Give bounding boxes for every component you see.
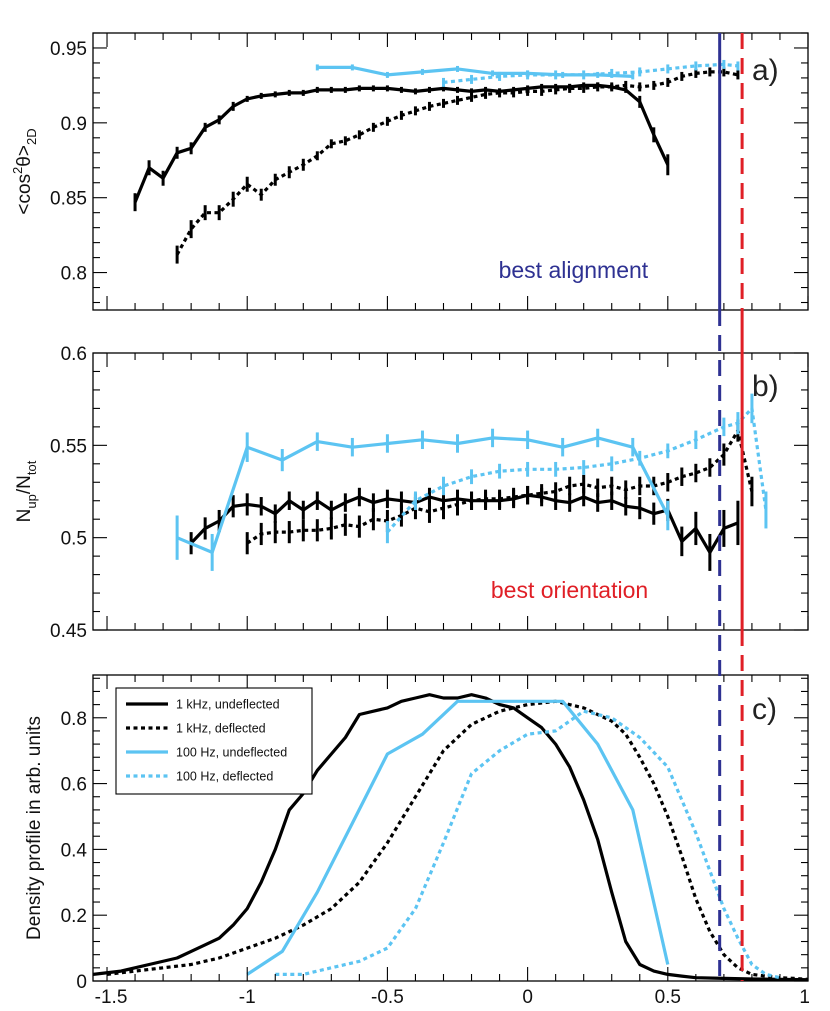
plot-area-3 xyxy=(93,693,808,981)
y-axis-label-mid: /N xyxy=(14,475,35,494)
y-tick-label: 0.55 xyxy=(50,436,87,457)
axes-frame-1 xyxy=(92,32,809,311)
plot-area-2 xyxy=(175,393,768,571)
y-axis-label-sub2: tot xyxy=(24,460,39,475)
y-axis-label-sub: up xyxy=(24,494,39,508)
legend-entry-1: 1 kHz, undeflected xyxy=(176,698,280,712)
series-1-4 xyxy=(443,62,739,84)
y-tick-label: 0.8 xyxy=(61,709,87,730)
frame-layer xyxy=(92,32,809,982)
x-tick-label: 0 xyxy=(522,987,533,1008)
data-layer xyxy=(93,59,808,981)
y-tick-label: 0.8 xyxy=(61,264,87,285)
annotation-2: best orientation xyxy=(491,577,648,603)
x-tick-label: 1 xyxy=(799,987,810,1008)
panel-label: a) xyxy=(752,54,779,87)
y-axis-label: Density profile in arb. units xyxy=(24,716,45,940)
y-axis-label-main: Density profile in arb. units xyxy=(24,716,45,940)
legend-entry-3: 100 Hz, undeflected xyxy=(176,746,287,760)
legend: 1 kHz, undeflected 1 kHz, deflected 100 Hz… xyxy=(115,687,313,795)
series-2-1 xyxy=(189,493,739,555)
series-3-1 xyxy=(93,693,808,981)
reference-line-layer xyxy=(718,33,744,981)
x-tick-label: -1 xyxy=(239,987,256,1008)
series-2-3 xyxy=(176,436,670,555)
axes-frame-3 xyxy=(92,674,809,982)
y-tick-label: 0.95 xyxy=(50,39,87,60)
legend-entry-4: 100 Hz, deflected xyxy=(176,770,273,784)
y-tick-label: 0.85 xyxy=(50,189,87,210)
x-tick-label: -0.5 xyxy=(371,987,404,1008)
plot-area-1 xyxy=(133,59,740,264)
y-axis-label-mid: θ> xyxy=(14,145,35,167)
y-tick-label: 0.5 xyxy=(61,529,87,550)
y-tick-label: 0.4 xyxy=(61,840,88,861)
annotation-1: best alignment xyxy=(499,257,649,283)
label-layer: 0.8 0.85 0.9 0.95 a) <cos2θ>2D best alignment 0… xyxy=(10,39,810,1008)
y-tick-label: 0.6 xyxy=(61,344,87,365)
y-axis-label: Nup/Ntot xyxy=(14,460,39,522)
y-tick-label: 0.2 xyxy=(61,906,87,927)
y-tick-label: 0.9 xyxy=(61,114,87,135)
y-tick-label: 0 xyxy=(76,972,87,993)
x-tick-label: -1.5 xyxy=(95,987,128,1008)
y-tick-label: 0.6 xyxy=(61,775,87,796)
series-1-1 xyxy=(133,83,670,203)
series-1-2 xyxy=(175,70,739,256)
y-tick-label: 0.45 xyxy=(50,621,87,642)
y-axis-label-main: <cos xyxy=(14,174,35,215)
panel-label: b) xyxy=(752,370,779,403)
series-2-4 xyxy=(386,406,768,534)
y-axis-label-sub: 2D xyxy=(24,128,39,145)
panel-label: c) xyxy=(752,693,777,726)
series-3-3 xyxy=(246,699,670,976)
series-1-3 xyxy=(317,65,633,78)
y-axis-label-main: N xyxy=(14,509,35,523)
legend-entry-2: 1 kHz, deflected xyxy=(176,722,266,736)
series-3-4 xyxy=(275,709,781,980)
y-axis-label: <cos2θ>2D xyxy=(10,128,39,214)
x-tick-label: 0.5 xyxy=(655,987,681,1008)
axes-frame-2 xyxy=(92,352,809,631)
y-axis-label-sup: 2 xyxy=(10,167,25,174)
